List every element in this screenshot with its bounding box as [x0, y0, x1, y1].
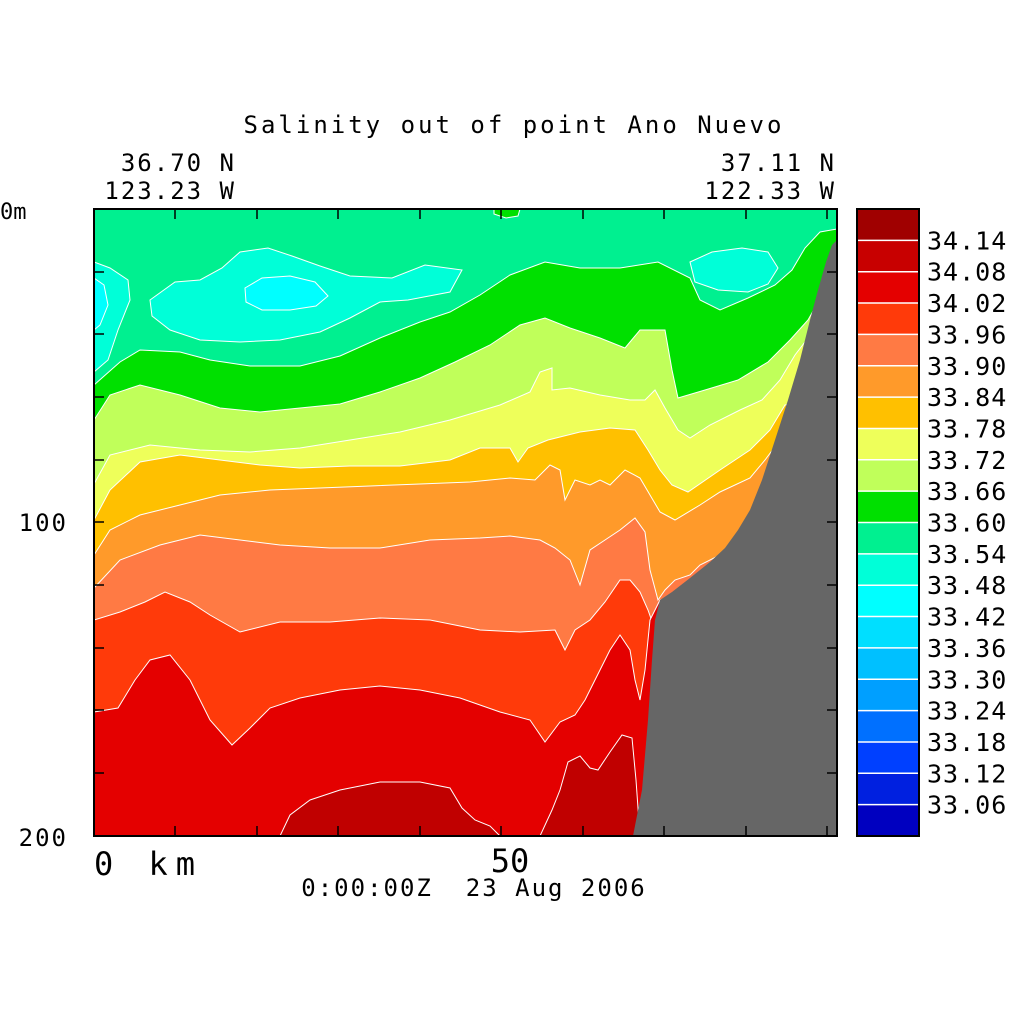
colorbar-swatch: [857, 710, 919, 743]
colorbar-label: 33.48: [927, 571, 1007, 600]
colorbar-swatch: [857, 804, 919, 837]
colorbar-swatch: [857, 209, 919, 241]
chart-title: Salinity out of point Ano Nuevo: [244, 111, 785, 139]
end-lat-label: 37.11 N: [721, 149, 836, 177]
band-34-08-a: [279, 781, 501, 836]
x-axis-ticks: [174, 209, 828, 836]
band-33-42-center: [244, 275, 329, 311]
colorbar-swatch: [857, 271, 919, 304]
colorbar-swatch: [857, 491, 919, 523]
colorbar-label: 33.78: [927, 414, 1007, 443]
colorbar-label: 33.12: [927, 759, 1007, 788]
colorbar-swatch: [857, 334, 919, 367]
colorbar-label: 33.24: [927, 697, 1007, 726]
colorbar-swatch: [857, 397, 919, 429]
start-lon-label: 123.23 W: [104, 177, 236, 205]
band-34-08-b: [539, 734, 641, 836]
colorbar-swatch: [857, 428, 919, 461]
colorbar-swatch: [857, 773, 919, 806]
contour-plot-area: [93, 208, 838, 837]
colorbar-label: 33.18: [927, 728, 1007, 757]
colorbar-swatch: [857, 679, 919, 712]
colorbar-swatch: [857, 522, 919, 555]
band-33-42-left: [94, 277, 109, 331]
colorbar-label: 33.42: [927, 603, 1007, 632]
timestamp-label: 0:00:00Z 23 Aug 2006: [301, 874, 646, 902]
colorbar-label: 33.30: [927, 665, 1007, 694]
y-tick-label-0: 0m: [0, 200, 27, 225]
colorbar-label: 33.84: [927, 383, 1007, 412]
start-lat-label: 36.70 N: [121, 149, 236, 177]
colorbar-swatch: [857, 741, 919, 774]
colorbar-swatch: [857, 303, 919, 335]
colorbar-label: 33.06: [927, 791, 1007, 820]
y-tick-label-100: 100: [19, 509, 68, 537]
colorbar-label: 33.54: [927, 540, 1007, 569]
x-tick-label-50: 50: [491, 842, 530, 880]
y-axis-ticks: [94, 271, 837, 774]
colorbar-label: 33.90: [927, 352, 1007, 381]
y-tick-label-200: 200: [19, 824, 68, 852]
colorbar-swatch: [857, 553, 919, 586]
colorbar-label: 33.60: [927, 509, 1007, 538]
land-mask: [633, 240, 837, 836]
colorbar-label: 34.02: [927, 289, 1007, 318]
colorbar-label: 33.66: [927, 477, 1007, 506]
colorbar-label: 34.14: [927, 226, 1007, 255]
colorbar-swatch: [857, 240, 919, 273]
colorbar-swatch: [857, 616, 919, 649]
colorbar-label: 34.08: [927, 258, 1007, 287]
x-tick-label-0: 0 km: [94, 845, 203, 883]
end-lon-label: 122.33 W: [704, 177, 836, 205]
colorbar-label: 33.96: [927, 320, 1007, 349]
colorbar-label: 33.36: [927, 634, 1007, 663]
colorbar-swatch: [857, 585, 919, 618]
band-33-48-right: [689, 247, 779, 293]
colorbar-swatch: [857, 647, 919, 680]
colorbar-label: 33.72: [927, 446, 1007, 475]
colorbar-swatch: [857, 365, 919, 398]
colorbar-frame: [856, 208, 920, 837]
colorbar-swatch: [857, 459, 919, 492]
